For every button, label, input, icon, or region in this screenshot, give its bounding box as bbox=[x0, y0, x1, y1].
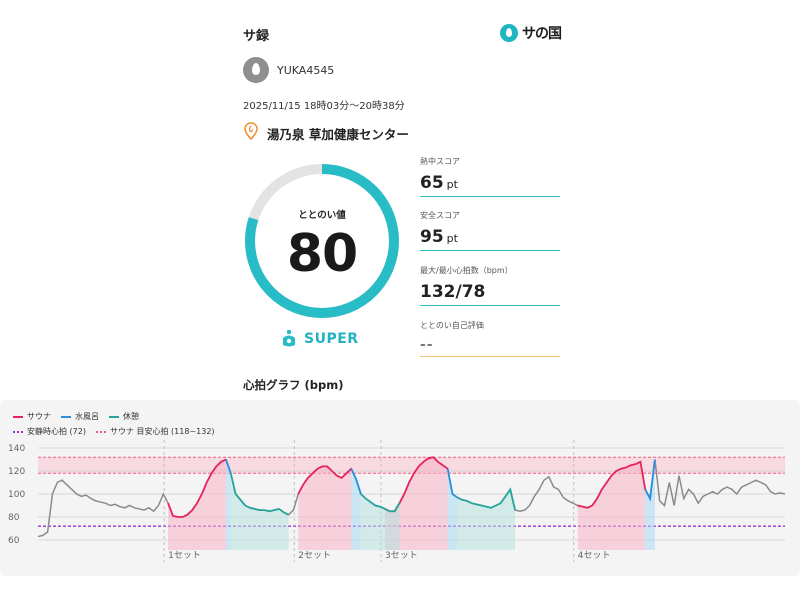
rank-badge: SUPER bbox=[280, 329, 359, 349]
y-tick-label: 80 bbox=[8, 513, 20, 523]
stat-label: ととのい自己評価 bbox=[420, 321, 484, 330]
app-logo[interactable]: サの国 bbox=[500, 23, 562, 43]
y-tick-label: 140 bbox=[8, 444, 25, 454]
facility-name[interactable]: 湯乃泉 草加健康センター bbox=[267, 127, 409, 142]
phase-area bbox=[230, 473, 289, 550]
phase-line bbox=[644, 459, 656, 502]
phase-area bbox=[577, 461, 646, 550]
phase-area bbox=[298, 466, 352, 550]
totonoi-value: 80 bbox=[286, 224, 358, 284]
stat-label: 最大/最小心拍数（bpm） bbox=[420, 266, 513, 275]
set-label: 2セット bbox=[298, 550, 331, 561]
stat-divider bbox=[420, 305, 560, 306]
stat-divider bbox=[420, 250, 560, 251]
avatar[interactable] bbox=[243, 57, 269, 83]
phase-line bbox=[360, 493, 401, 513]
legend-label: サウナ 目安心拍 (118~132) bbox=[109, 427, 215, 436]
phase-line bbox=[229, 473, 289, 516]
stat-divider bbox=[420, 196, 560, 197]
legend-swatch bbox=[109, 415, 119, 418]
graph-title: 心拍グラフ (bpm) bbox=[243, 378, 344, 392]
stat-value: 65 bbox=[420, 173, 444, 193]
rank-text: SUPER bbox=[304, 331, 359, 347]
sauna-stove-icon bbox=[283, 330, 295, 347]
stat-heat-score: 熱中スコア 65 pt bbox=[420, 156, 560, 197]
stat-value: 95 bbox=[420, 227, 444, 247]
legend-sauna: サウナ bbox=[13, 411, 51, 422]
totonoi-label: ととのい値 bbox=[298, 210, 346, 221]
stat-safety-score: 安全スコア 95 pt bbox=[420, 210, 560, 251]
set-label: 3セット bbox=[385, 550, 418, 561]
legend-swatch bbox=[13, 415, 23, 418]
legend-rest: 休憩 bbox=[109, 411, 139, 422]
phase-line bbox=[297, 465, 352, 495]
stat-divider bbox=[420, 356, 560, 357]
set-label: 4セット bbox=[578, 550, 611, 561]
username[interactable]: YUKA4545 bbox=[277, 64, 335, 77]
totonoi-gauge: ととのい値 80 bbox=[243, 162, 401, 320]
phase-area bbox=[447, 468, 458, 550]
location-pin-icon bbox=[244, 122, 258, 140]
legend-resting-hr: 安静時心拍 (72) bbox=[13, 426, 86, 437]
set-label: 1セット bbox=[168, 550, 201, 561]
stat-unit: pt bbox=[446, 178, 458, 191]
legend-label: 水風呂 bbox=[75, 412, 99, 421]
stat-value: -- bbox=[420, 337, 434, 353]
legend-swatch bbox=[61, 415, 71, 418]
heart-rate-chart: 60 80 100 120 140 1セット 2セット 3セット 4セット bbox=[8, 440, 786, 562]
phase-line bbox=[350, 468, 362, 495]
gauge-progress-arc bbox=[245, 164, 399, 318]
phase-area bbox=[360, 494, 400, 550]
session-datetime: 2025/11/15 18時03分〜20時38分 bbox=[243, 101, 405, 112]
stat-self-rating[interactable]: ととのい自己評価 -- bbox=[420, 320, 560, 357]
legend-label: 安静時心拍 (72) bbox=[27, 427, 86, 436]
legend-swatch bbox=[13, 430, 23, 433]
stat-value: 132/78 bbox=[420, 282, 486, 302]
y-tick-label: 120 bbox=[8, 467, 25, 477]
stat-label: 安全スコア bbox=[420, 211, 460, 220]
page-title: サ録 bbox=[243, 29, 270, 44]
legend-target-hr: サウナ 目安心拍 (118~132) bbox=[95, 426, 215, 437]
phase-area bbox=[225, 459, 231, 550]
stat-label: 熱中スコア bbox=[420, 157, 460, 166]
legend-swatch bbox=[95, 430, 106, 433]
legend-label: サウナ bbox=[27, 412, 51, 421]
session-card: サ録 サの国 YUKA4545 2025/11/15 18時03分〜20時38分… bbox=[240, 0, 565, 395]
phase-line bbox=[446, 468, 458, 499]
phase-line bbox=[577, 460, 647, 509]
phase-line bbox=[456, 487, 516, 511]
phase-line bbox=[167, 458, 227, 518]
stat-heart-rate: 最大/最小心拍数（bpm） 132/78 bbox=[420, 265, 560, 306]
phase-area bbox=[384, 457, 448, 550]
phase-area bbox=[457, 489, 516, 550]
graph-legend: サウナ 水風呂 休憩 安静時心拍 (72) サウナ 目安心拍 (118~132) bbox=[13, 411, 215, 441]
y-tick-label: 100 bbox=[8, 490, 25, 500]
gauge-ring bbox=[245, 164, 399, 318]
drop-logo-icon bbox=[500, 24, 518, 42]
logo-text: サの国 bbox=[522, 26, 562, 42]
legend-cold: 水風呂 bbox=[61, 411, 99, 422]
y-tick-label: 60 bbox=[8, 536, 20, 546]
stat-unit: pt bbox=[446, 232, 458, 245]
phase-line bbox=[225, 459, 232, 474]
legend-label: 休憩 bbox=[123, 412, 139, 421]
